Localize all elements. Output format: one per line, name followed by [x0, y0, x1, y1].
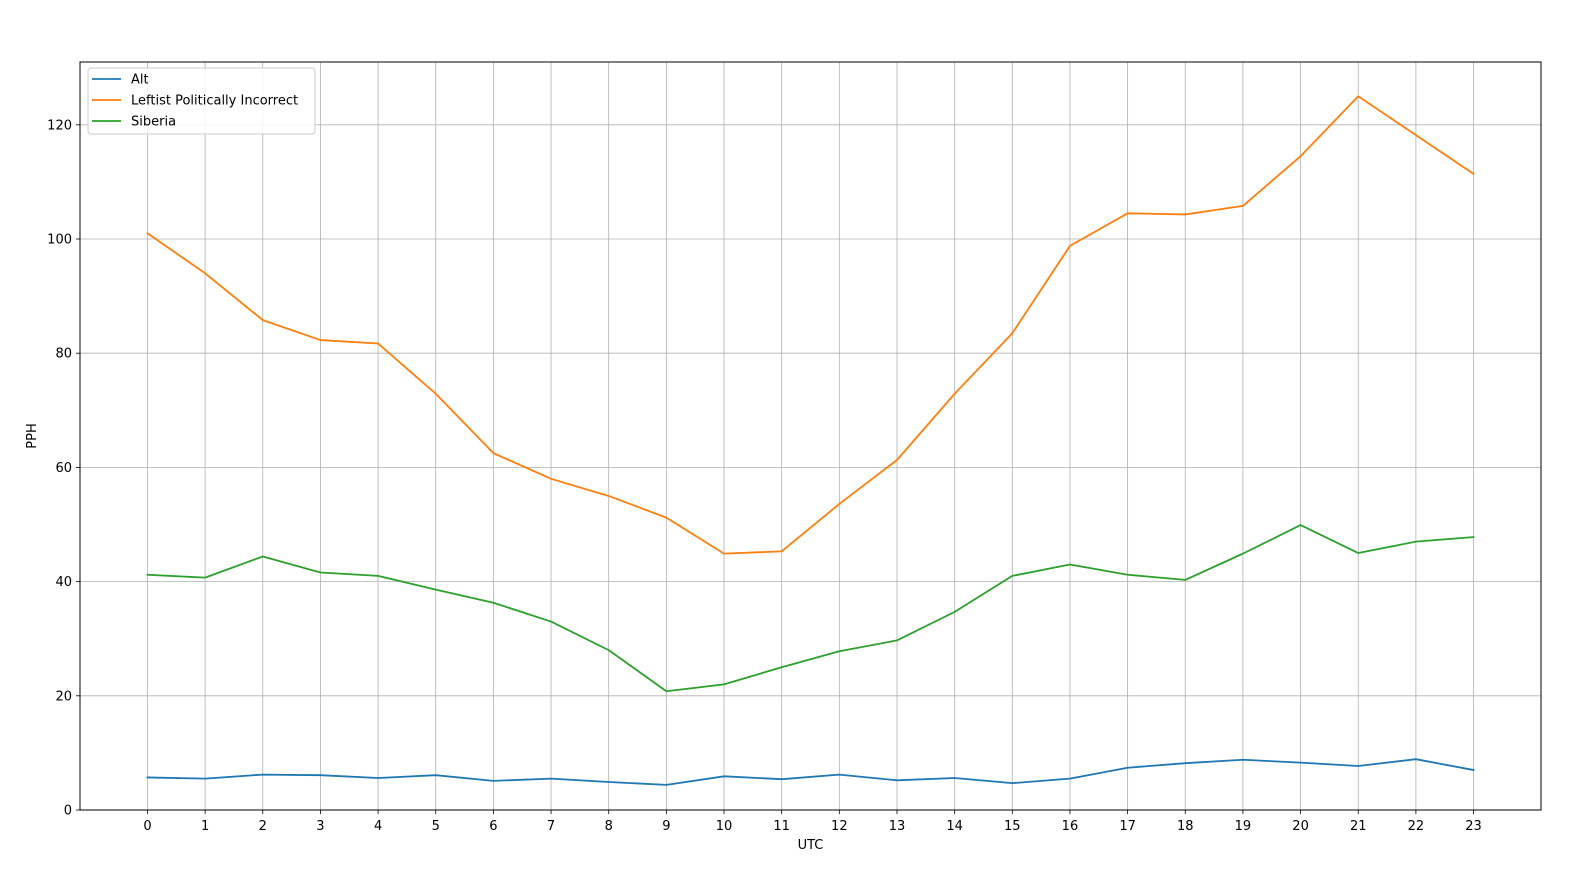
legend: Alt Leftist Politically Incorrect Siberia: [87, 67, 316, 135]
x-tick-label: 13: [889, 819, 906, 834]
legend-label: Siberia: [131, 115, 176, 130]
x-tick-label: 5: [432, 819, 440, 834]
x-tick-label: 0: [143, 819, 151, 834]
x-tick-label: 18: [1177, 819, 1194, 834]
x-tick-label: 12: [831, 819, 848, 834]
x-tick-label: 3: [316, 819, 324, 834]
legend-label: Alt: [131, 73, 149, 88]
x-tick-label: 21: [1350, 819, 1367, 834]
y-tick-label: 120: [47, 118, 72, 133]
y-tick-label: 60: [55, 461, 72, 476]
x-axis-ticks: 0 1 2 3 4 5 6 7 8 9 10 11 12 13 14 15 16 17 18 19 20 21 22 23: [143, 810, 1482, 834]
series-line-leftist-politically-incorrect: [146, 95, 1475, 555]
y-tick-label: 100: [47, 233, 72, 248]
x-tick-label: 15: [1004, 819, 1021, 834]
x-tick-label: 22: [1408, 819, 1425, 834]
x-tick-label: 17: [1119, 819, 1136, 834]
x-tick-label: 8: [605, 819, 613, 834]
x-tick-label: 10: [716, 819, 733, 834]
x-tick-label: 23: [1465, 819, 1482, 834]
x-tick-label: 7: [547, 819, 555, 834]
grid: [80, 62, 1541, 811]
x-tick-label: 1: [201, 819, 209, 834]
x-tick-label: 19: [1235, 819, 1252, 834]
y-tick-label: 80: [55, 347, 72, 362]
y-tick-label: 40: [55, 575, 72, 590]
series-line-siberia: [146, 524, 1475, 693]
series-line-alt: [146, 758, 1475, 786]
x-tick-label: 2: [259, 819, 267, 834]
x-tick-label: 4: [374, 819, 382, 834]
legend-label: Leftist Politically Incorrect: [131, 94, 298, 109]
y-tick-label: 20: [55, 689, 72, 704]
x-tick-label: 20: [1292, 819, 1309, 834]
x-axis-label: UTC: [798, 838, 824, 853]
x-tick-label: 14: [946, 819, 963, 834]
y-axis-ticks: 0 20 40 60 80 100 120: [47, 118, 80, 819]
y-tick-label: 0: [64, 804, 72, 819]
x-tick-label: 6: [489, 819, 497, 834]
plot-frame: [79, 61, 1542, 811]
legend-box: [87, 67, 316, 135]
x-tick-label: 16: [1062, 819, 1079, 834]
x-tick-label: 11: [773, 819, 790, 834]
series-lines: [146, 95, 1475, 786]
y-axis-label: PPH: [25, 423, 40, 448]
x-tick-label: 9: [662, 819, 670, 834]
